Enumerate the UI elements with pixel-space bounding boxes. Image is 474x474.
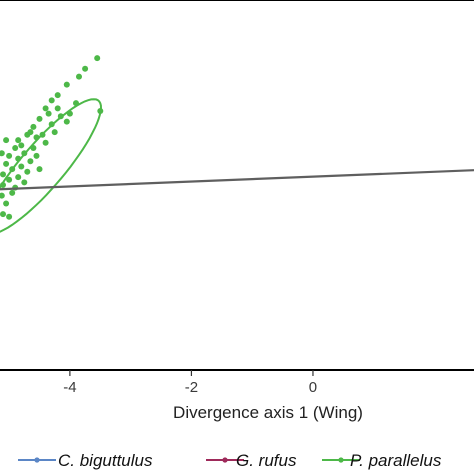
legend-marker: [222, 457, 228, 463]
data-point: [36, 115, 43, 122]
data-point: [27, 129, 34, 136]
data-point: [21, 179, 28, 186]
data-point: [15, 174, 22, 181]
data-point: [63, 118, 70, 125]
x-tick-label: -2: [185, 379, 198, 396]
data-point: [12, 145, 19, 151]
plot-frame: [0, 0, 474, 371]
overlays-layer: [0, 98, 474, 233]
data-point: [0, 192, 5, 199]
legend-label: P. parallelus: [350, 451, 442, 470]
data-point: [3, 160, 10, 167]
x-axis-title: Divergence axis 1 (Wing): [173, 403, 363, 422]
data-point: [33, 152, 40, 159]
data-point: [18, 142, 25, 149]
data-point: [48, 97, 55, 104]
data-point: [54, 92, 61, 99]
data-point: [45, 110, 52, 117]
data-point: [30, 123, 37, 130]
x-tick-label: 0: [309, 379, 317, 396]
data-point: [76, 73, 82, 80]
legend-marker: [338, 457, 344, 463]
data-point: [36, 166, 43, 173]
data-point: [54, 105, 61, 112]
data-point: [94, 55, 101, 62]
legend-marker: [34, 457, 40, 463]
data-point: [18, 163, 25, 170]
confidence-ellipse: [0, 98, 103, 233]
data-point: [6, 176, 13, 183]
data-point: [51, 129, 58, 136]
data-point: [0, 150, 5, 157]
x-tick-label: -4: [63, 379, 76, 396]
data-point: [0, 211, 6, 218]
legend-label: G. rufus: [236, 451, 297, 470]
data-point: [6, 213, 13, 220]
data-point: [6, 152, 13, 159]
data-point: [0, 171, 6, 178]
x-ticks: -4 -2 0: [63, 370, 317, 396]
data-point: [82, 65, 89, 72]
regression-line: [0, 169, 474, 191]
data-point: [42, 139, 49, 146]
data-point: [15, 137, 22, 144]
data-point: [63, 81, 70, 88]
data-point: [3, 137, 10, 144]
data-point: [24, 168, 31, 175]
points-layer: [0, 55, 104, 220]
data-point: [3, 200, 10, 207]
legend: C. biguttulus G. rufus P. parallelus: [18, 451, 442, 470]
legend-label: C. biguttulus: [58, 451, 153, 470]
data-point: [9, 189, 16, 196]
data-point: [27, 158, 34, 165]
data-point: [42, 105, 49, 112]
